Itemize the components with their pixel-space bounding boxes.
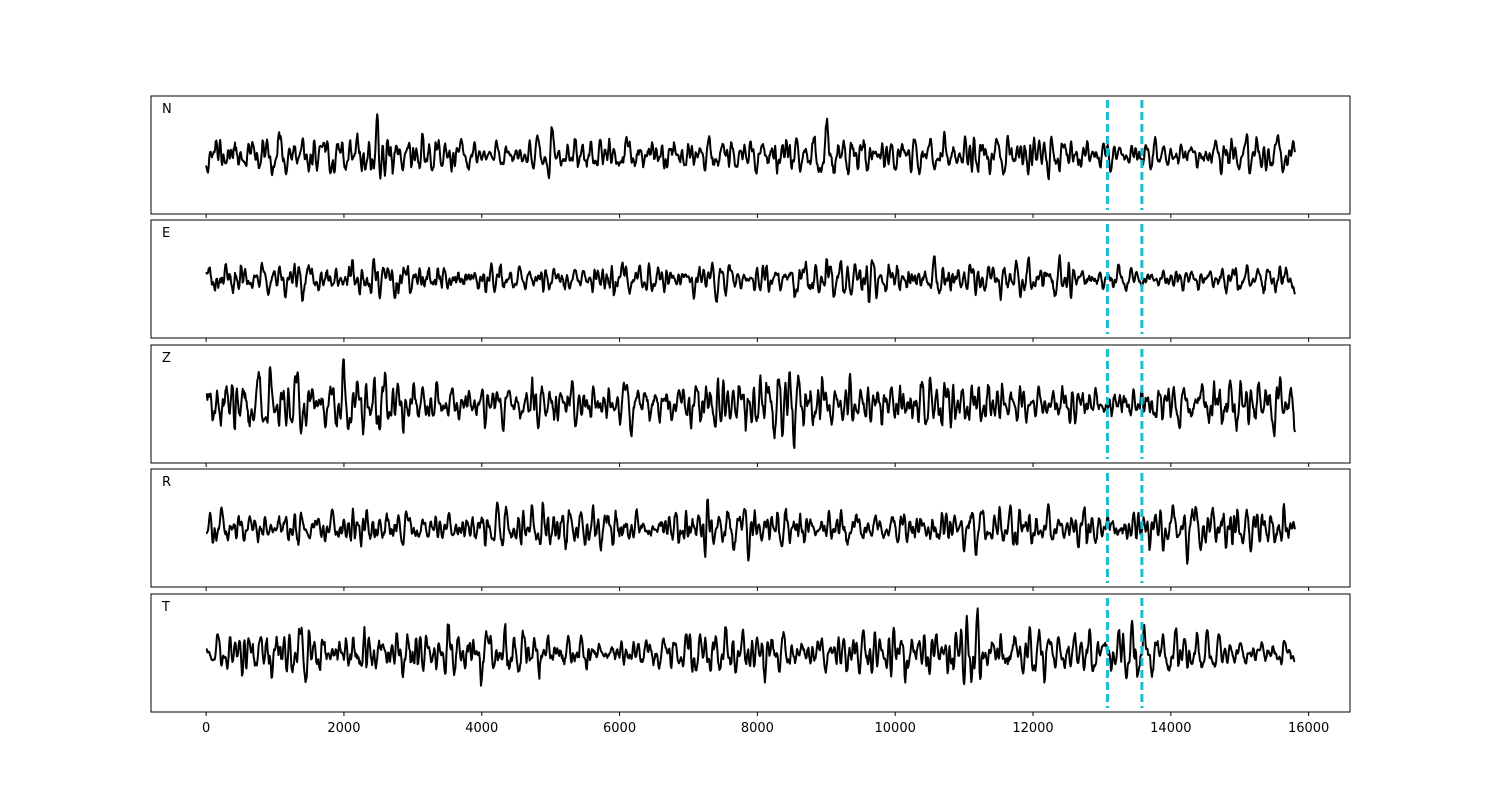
x-tick-label: 6000 (603, 721, 636, 736)
panel-frame (150, 95, 1351, 215)
panel-label: R (162, 475, 171, 490)
panel-N: N (150, 95, 1351, 218)
panel-E: E (150, 219, 1351, 342)
panel-label: E (162, 226, 170, 241)
x-tick-label: 8000 (741, 721, 774, 736)
waveform-N (205, 113, 1296, 181)
x-tick-label: 16000 (1288, 721, 1329, 736)
waveform-T (205, 607, 1296, 687)
panel-label: N (162, 102, 172, 117)
x-axis: 0 2000 4000 6000 8000 10000 12000 14000 16000 (202, 721, 1329, 736)
panel-frame (150, 593, 1351, 713)
panel-label: T (161, 600, 170, 615)
waveform-E (205, 254, 1296, 303)
panel-T: T (150, 593, 1351, 716)
x-tick-label: 2000 (327, 721, 360, 736)
panel-label: Z (162, 351, 171, 366)
x-tick-label: 0 (202, 721, 210, 736)
panel-frame (150, 344, 1351, 464)
x-tick-label: 4000 (465, 721, 498, 736)
panel-frame (150, 219, 1351, 339)
panel-frame (150, 468, 1351, 588)
waveform-R (205, 498, 1296, 565)
waveform-Z (205, 358, 1296, 449)
x-tick-label: 10000 (875, 721, 916, 736)
x-tick-label: 14000 (1150, 721, 1191, 736)
panels-group: N E Z R T (150, 95, 1351, 716)
panel-R: R (150, 468, 1351, 591)
panel-Z: Z (150, 344, 1351, 467)
x-tick-label: 12000 (1012, 721, 1053, 736)
